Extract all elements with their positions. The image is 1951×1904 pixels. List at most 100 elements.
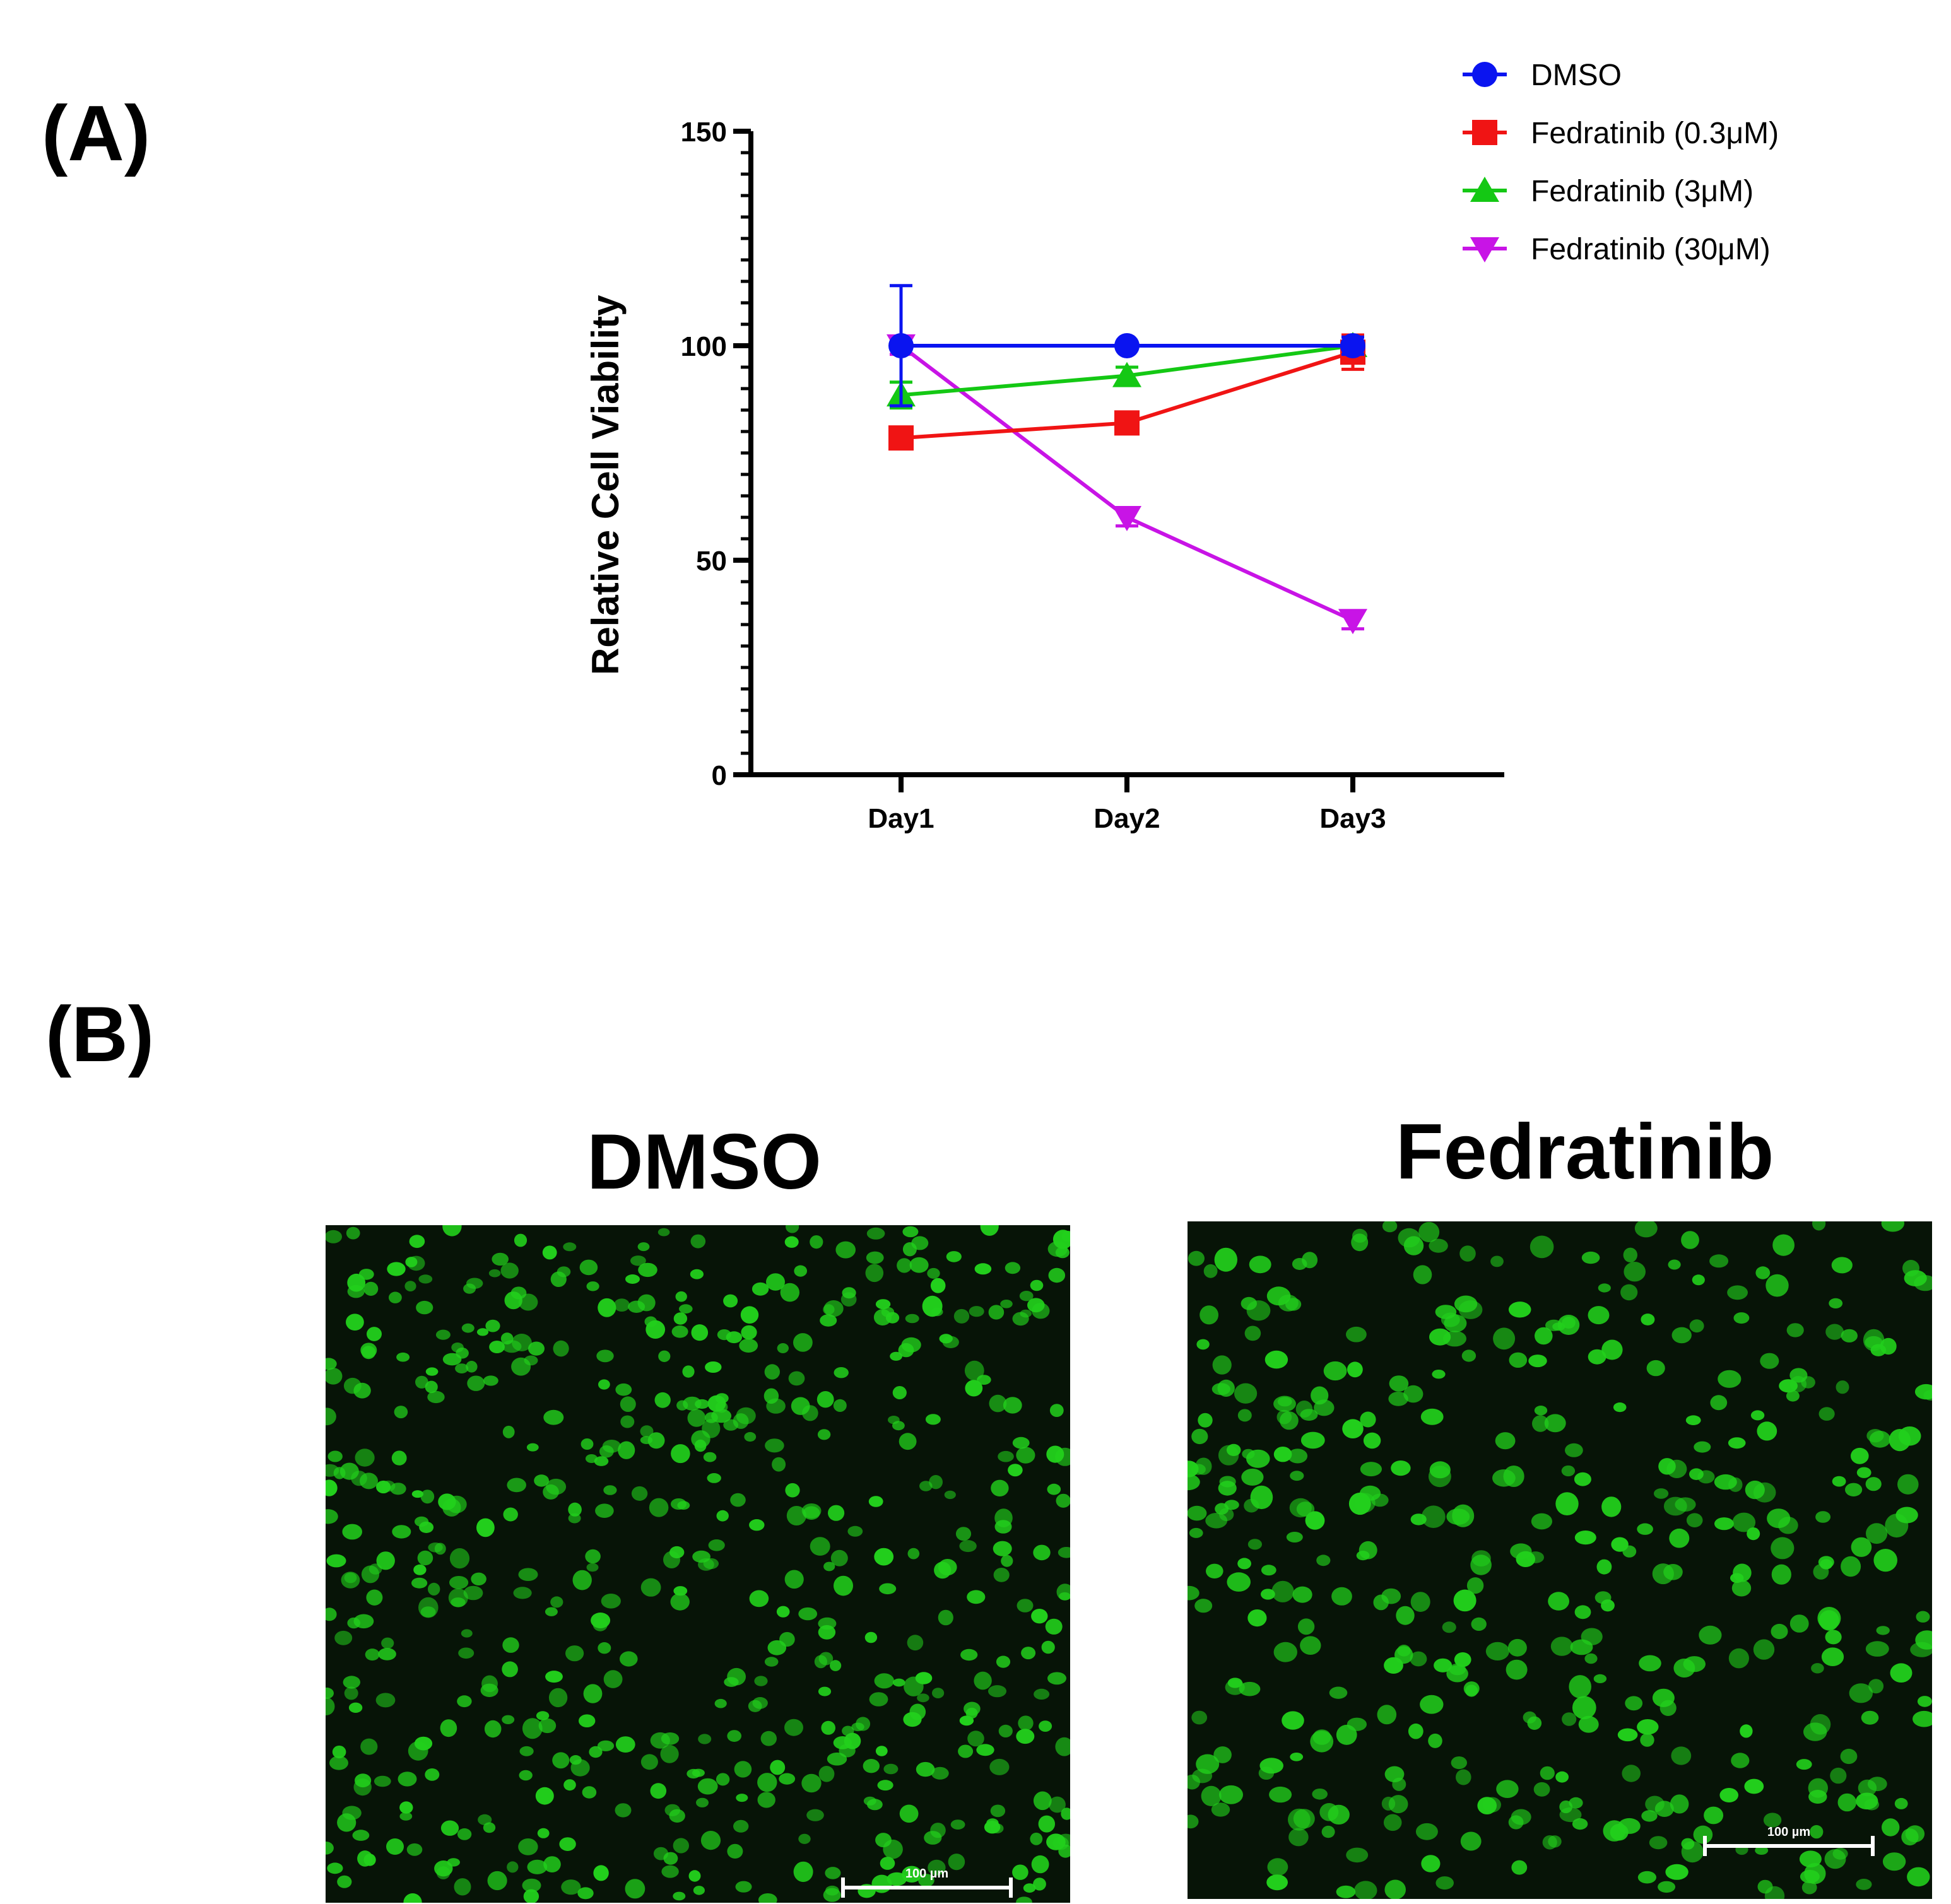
cell — [418, 1274, 433, 1284]
cell — [1786, 1323, 1804, 1337]
cell — [1382, 1221, 1398, 1233]
cell — [455, 1363, 469, 1373]
cell — [386, 1838, 404, 1855]
cell — [1286, 1532, 1303, 1543]
cell — [673, 1586, 688, 1596]
cell — [1496, 1780, 1519, 1798]
cell — [874, 1548, 894, 1566]
cell — [492, 1252, 509, 1266]
cell — [640, 1578, 661, 1597]
cell — [1021, 1647, 1036, 1660]
cell — [1550, 1637, 1573, 1656]
cell — [1622, 1765, 1641, 1782]
cell — [1686, 1513, 1703, 1527]
cell — [833, 1736, 852, 1749]
cell — [1818, 1407, 1835, 1421]
cell — [821, 1720, 835, 1735]
cell — [425, 1768, 440, 1781]
cell — [1818, 1556, 1834, 1568]
cell — [463, 1283, 476, 1294]
cell — [1429, 1461, 1451, 1479]
cell — [597, 1740, 615, 1751]
cell — [1271, 1580, 1294, 1602]
cell — [1692, 1274, 1705, 1286]
cell — [989, 1394, 1007, 1413]
cell — [603, 1485, 617, 1495]
cell — [1016, 1896, 1032, 1903]
point-marker — [1112, 361, 1141, 387]
cell — [1808, 1790, 1827, 1804]
cell — [1196, 1754, 1220, 1774]
cell — [351, 1471, 367, 1486]
cell — [413, 1564, 427, 1575]
cell — [1731, 1753, 1750, 1768]
cell — [1300, 1636, 1321, 1655]
cell — [1625, 1696, 1643, 1711]
cell — [1061, 1807, 1070, 1820]
cell — [394, 1406, 408, 1419]
cell — [864, 1631, 878, 1643]
cell — [1898, 1426, 1921, 1446]
cell — [967, 1731, 984, 1747]
cell — [840, 1292, 857, 1307]
cell — [543, 1409, 564, 1425]
cell — [483, 1822, 496, 1833]
cell — [1388, 1795, 1408, 1814]
cell — [1383, 1814, 1402, 1831]
cell — [705, 1361, 722, 1373]
cell — [1058, 1547, 1070, 1558]
cell — [765, 1438, 784, 1453]
cell — [863, 1796, 876, 1806]
cell — [810, 1235, 823, 1249]
cell — [788, 1371, 805, 1386]
cell — [367, 1327, 382, 1341]
cell — [1601, 1496, 1622, 1517]
cell — [897, 1258, 912, 1273]
cell — [989, 1758, 1010, 1775]
cell — [991, 1479, 1009, 1496]
cell — [1012, 1437, 1030, 1449]
cell — [1039, 1720, 1052, 1732]
cell — [461, 1323, 474, 1333]
cell — [1830, 1767, 1847, 1784]
cell — [874, 1673, 894, 1689]
cell — [326, 1368, 343, 1385]
cell — [842, 1725, 854, 1736]
cell — [1728, 1648, 1749, 1669]
cell — [1273, 1396, 1296, 1412]
cell — [760, 1731, 777, 1746]
cell — [524, 1355, 538, 1366]
cell — [1923, 1390, 1932, 1401]
cell — [716, 1510, 729, 1522]
cell — [387, 1262, 406, 1276]
cell — [748, 1700, 762, 1712]
cell — [1755, 1846, 1769, 1855]
cell — [1493, 1327, 1516, 1350]
cell — [1420, 1695, 1444, 1714]
cell — [457, 1695, 472, 1708]
cell — [396, 1352, 410, 1362]
cell — [726, 1331, 742, 1344]
cell — [754, 1676, 768, 1686]
cell — [879, 1583, 897, 1595]
cell — [1047, 1483, 1061, 1495]
cell — [1312, 1789, 1328, 1800]
cell — [671, 1444, 690, 1464]
cell — [1876, 1626, 1890, 1635]
cell — [875, 1299, 891, 1310]
fedratinib-image-title: Fedratinib — [1396, 1108, 1774, 1196]
cell — [1266, 1286, 1291, 1306]
cell — [733, 1819, 749, 1833]
legend-label: Fedratinib (0.3μM) — [1531, 117, 1779, 150]
cell — [1584, 1653, 1598, 1664]
cell — [772, 1457, 786, 1472]
cell — [663, 1852, 678, 1865]
cell — [1269, 1786, 1292, 1803]
cell — [542, 1245, 557, 1260]
cell — [589, 1746, 603, 1758]
cell — [1247, 1609, 1267, 1627]
cell — [1562, 1712, 1577, 1726]
cell — [714, 1698, 727, 1708]
cell — [1508, 1302, 1531, 1318]
cell — [404, 1281, 416, 1291]
